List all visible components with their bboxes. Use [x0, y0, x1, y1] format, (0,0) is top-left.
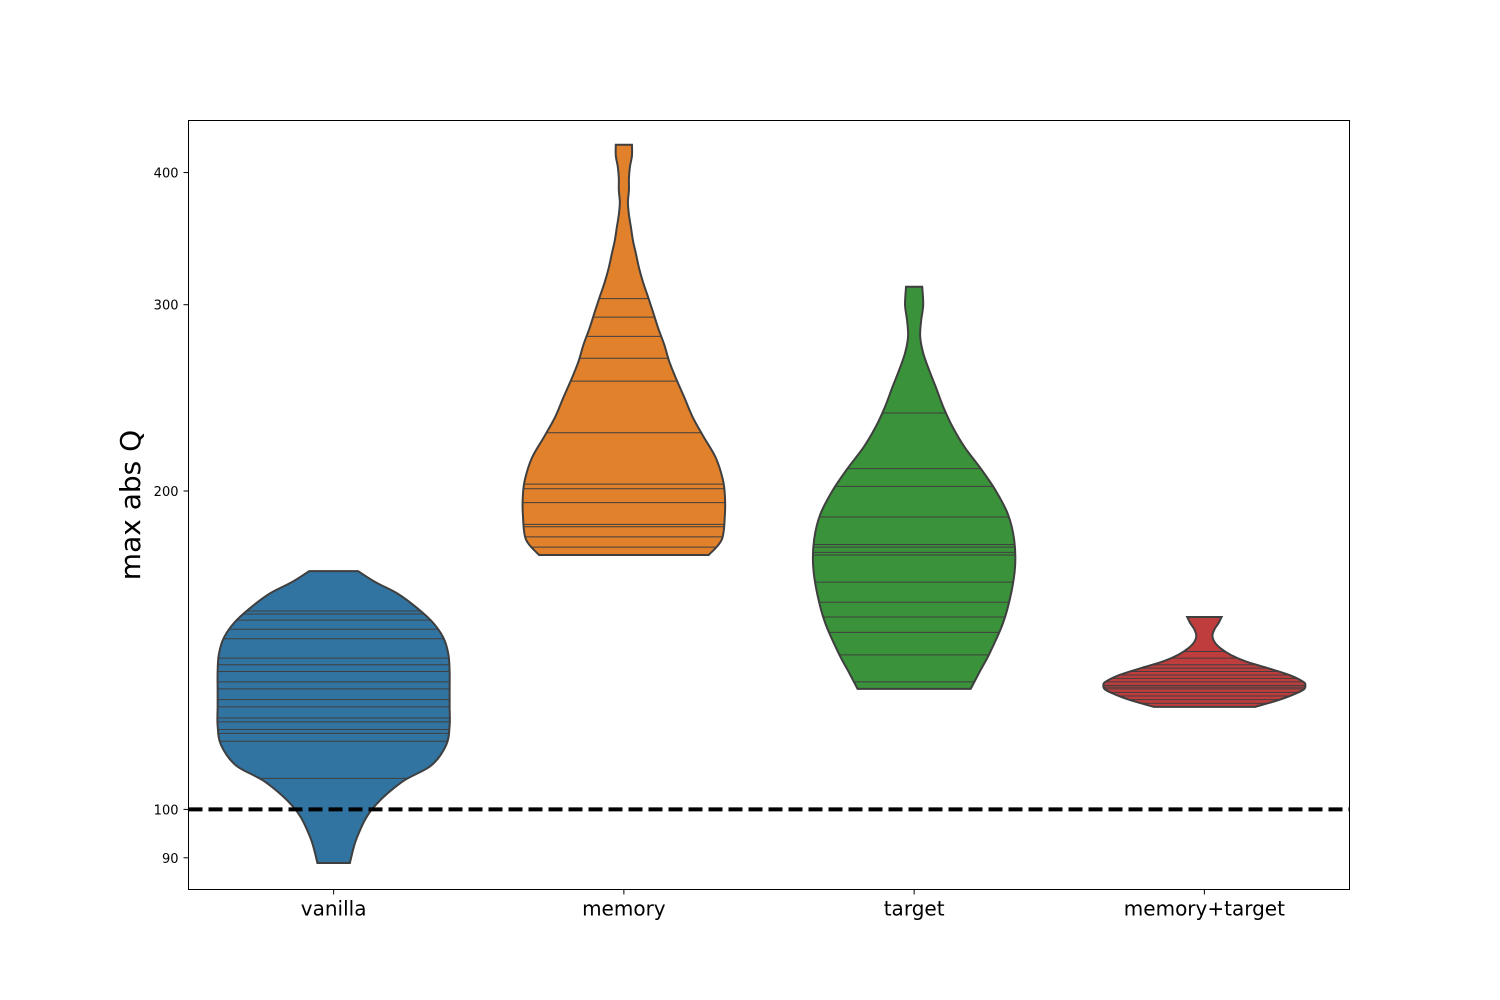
violin-memory-target: [1102, 616, 1307, 708]
x-tick-label: memory: [582, 897, 666, 921]
violin-body: [216, 570, 451, 864]
x-tick-label: target: [884, 897, 945, 921]
violins-layer: [216, 143, 1307, 864]
plot-frame: [188, 120, 1350, 890]
y-tick-label: 90: [162, 852, 179, 867]
x-axis-ticks: vanilla memory target memory+target: [301, 889, 1285, 921]
violin-vanilla: [216, 570, 451, 864]
x-tick-label: vanilla: [301, 897, 367, 921]
y-tick-label: 300: [154, 299, 179, 314]
y-axis-label: max abs Q: [114, 430, 147, 580]
y-tick-label: 200: [154, 485, 179, 500]
violin-target: [811, 285, 1017, 690]
y-axis-ticks: 90 100 200 300 400: [154, 167, 189, 867]
violin-memory: [521, 143, 727, 556]
violin-body: [521, 143, 727, 556]
y-tick-label: 400: [154, 167, 179, 182]
y-tick-label: 100: [154, 803, 179, 818]
violin-body: [1102, 616, 1307, 708]
x-tick-label: memory+target: [1124, 897, 1285, 921]
violin-body: [811, 285, 1017, 690]
